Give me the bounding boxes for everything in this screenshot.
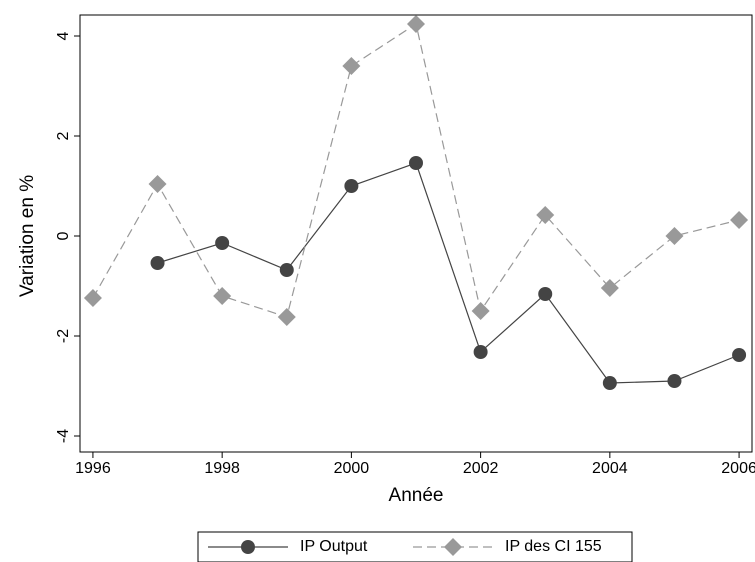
diamond-marker xyxy=(407,15,425,33)
circle-marker xyxy=(473,345,488,359)
diamond-marker xyxy=(83,289,102,307)
legend-label: IP des CI 155 xyxy=(505,538,602,555)
diamond-marker xyxy=(213,287,232,305)
x-tick-label: 2004 xyxy=(592,460,628,477)
circle-marker xyxy=(602,376,617,390)
circle-marker xyxy=(344,179,359,193)
diamond-marker xyxy=(148,175,167,193)
diamond-marker xyxy=(665,227,684,245)
circle-marker xyxy=(409,156,423,170)
circle-marker xyxy=(150,256,165,270)
y-tick-label: -2 xyxy=(55,329,72,343)
x-tick-label: 1996 xyxy=(75,460,111,477)
circle-marker xyxy=(279,263,294,277)
series-line xyxy=(92,23,740,318)
x-tick-label: 2006 xyxy=(721,460,755,477)
y-axis-label: Variation en % xyxy=(17,175,38,297)
diamond-marker xyxy=(471,302,490,320)
x-tick-label: 2000 xyxy=(334,460,370,477)
series-line xyxy=(157,162,740,384)
legend-label: IP Output xyxy=(300,538,368,555)
circle-marker xyxy=(667,374,682,388)
x-tick-label: 1998 xyxy=(204,460,240,477)
y-tick-label: 2 xyxy=(55,131,72,140)
circle-marker xyxy=(732,348,747,362)
circle-marker xyxy=(215,236,230,250)
y-tick-label: 4 xyxy=(55,31,72,40)
y-tick-label: 0 xyxy=(55,231,72,240)
x-tick-label: 2002 xyxy=(463,460,499,477)
diamond-marker xyxy=(600,279,619,297)
diamond-marker xyxy=(277,308,296,326)
diamond-marker xyxy=(342,57,361,75)
y-tick-label: -4 xyxy=(55,429,72,443)
circle-marker xyxy=(538,287,553,301)
legend-marker xyxy=(241,540,255,554)
x-axis-label: Année xyxy=(389,485,444,506)
legend-marker xyxy=(444,538,462,556)
plot-frame xyxy=(79,14,753,453)
diamond-marker xyxy=(536,206,555,224)
diamond-marker xyxy=(730,211,749,229)
